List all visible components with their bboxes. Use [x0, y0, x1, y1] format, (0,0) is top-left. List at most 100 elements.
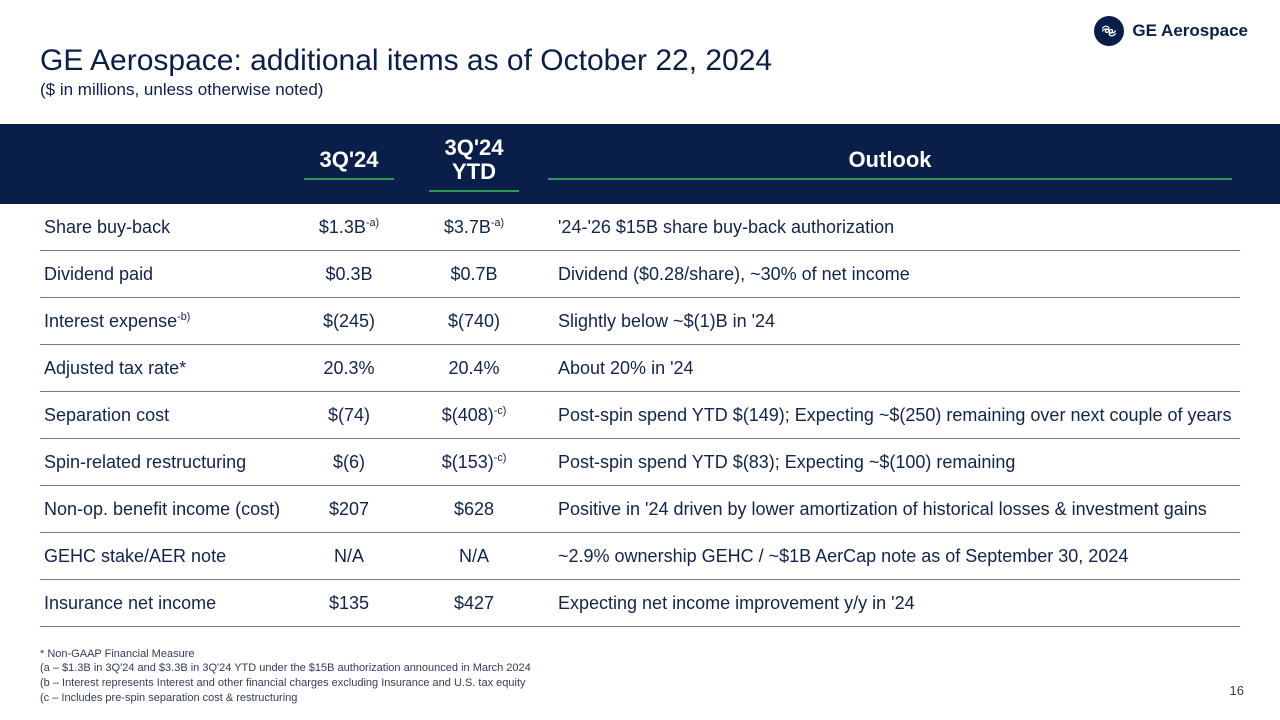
row-label-text: Dividend paid: [44, 264, 153, 284]
row-3q24: $0.3B: [284, 264, 414, 285]
row-3q24-ytd-text: 20.4%: [448, 358, 499, 378]
col-header-3q24-ytd: 3Q'24 YTD: [414, 124, 534, 204]
table-row: Share buy-back$1.3B-a)$3.7B-a)'24-'26 $1…: [40, 204, 1240, 251]
table-row: Interest expense-b) $(245) $(740) Slightly …: [40, 298, 1240, 345]
row-3q24: $207: [284, 499, 414, 520]
header-underline-icon: [548, 178, 1232, 180]
table-row: GEHC stake/AER note N/A N/A ~2.9% ownership…: [40, 533, 1240, 580]
row-3q24-ytd-text: $(153): [442, 452, 494, 472]
row-3q24-ytd-text: $628: [454, 499, 494, 519]
row-3q24-text: $1.3B: [319, 217, 366, 237]
row-3q24-ytd-text: $3.7B: [444, 217, 491, 237]
row-3q24-text: $(74): [328, 405, 370, 425]
row-label-text: Interest expense: [44, 311, 177, 331]
header-underline-icon: [304, 178, 394, 180]
row-3q24-ytd: $(408)-c): [414, 405, 534, 426]
row-3q24-text: 20.3%: [323, 358, 374, 378]
footnote-line: (c – Includes pre-spin separation cost &…: [40, 691, 531, 706]
row-outlook-text: Expecting net income improvement y/y in …: [558, 593, 915, 613]
row-3q24-ytd: $(740): [414, 311, 534, 332]
row-outlook-text: Dividend ($0.28/share), ~30% of net inco…: [558, 264, 910, 284]
row-3q24-ytd: $0.7B: [414, 264, 534, 285]
row-label-text: Non-op. benefit income (cost): [44, 499, 280, 519]
page-subtitle: ($ in millions, unless otherwise noted): [40, 80, 323, 100]
page-number: 16: [1230, 683, 1244, 698]
row-3q24-ytd-text: N/A: [459, 546, 489, 566]
row-label: Share buy-back: [40, 217, 284, 238]
row-label-text: GEHC stake/AER note: [44, 546, 226, 566]
row-outlook-text: ~2.9% ownership GEHC / ~$1B AerCap note …: [558, 546, 1128, 566]
row-3q24-ytd: $(153)-c): [414, 452, 534, 473]
row-3q24-ytd: $3.7B-a): [414, 217, 534, 238]
row-3q24-text: $0.3B: [325, 264, 372, 284]
row-3q24: $(6): [284, 452, 414, 473]
data-table: Share buy-back$1.3B-a)$3.7B-a)'24-'26 $1…: [0, 204, 1280, 627]
footnotes: * Non-GAAP Financial Measure (a – $1.3B …: [40, 647, 531, 706]
table-row: Separation cost $(74) $(408)-c) Post-spin s…: [40, 392, 1240, 439]
row-3q24-ytd: 20.4%: [414, 358, 534, 379]
row-3q24-ytd-text: $(408): [442, 405, 494, 425]
row-label-text: Insurance net income: [44, 593, 216, 613]
table-row: Adjusted tax rate* 20.3% 20.4% About 20% in…: [40, 345, 1240, 392]
row-label: Non-op. benefit income (cost): [40, 499, 284, 520]
row-3q24-ytd: $427: [414, 593, 534, 614]
row-outlook: About 20% in '24: [534, 358, 1240, 379]
table-row: Insurance net income $135 $427 Expecting ne…: [40, 580, 1240, 627]
row-label-text: Adjusted tax rate*: [44, 358, 186, 378]
col-header-outlook: Outlook: [540, 124, 1240, 204]
row-3q24-sup: -a): [366, 217, 379, 229]
row-label-text: Spin-related restructuring: [44, 452, 246, 472]
row-label: Dividend paid: [40, 264, 284, 285]
row-label-text: Share buy-back: [44, 217, 170, 237]
brand-name: GE Aerospace: [1132, 21, 1248, 41]
row-label-text: Separation cost: [44, 405, 169, 425]
row-3q24-ytd-sup: -a): [491, 217, 504, 229]
row-outlook: ~2.9% ownership GEHC / ~$1B AerCap note …: [534, 546, 1240, 567]
row-outlook-text: Post-spin spend YTD $(149); Expecting ~$…: [558, 405, 1232, 425]
row-3q24: 20.3%: [284, 358, 414, 379]
table-header-band: 3Q'24 3Q'24 YTD Outlook: [0, 124, 1280, 204]
row-outlook-text: Post-spin spend YTD $(83); Expecting ~$(…: [558, 452, 1015, 472]
row-label: Adjusted tax rate*: [40, 358, 284, 379]
row-label-sup: -b): [177, 311, 190, 323]
table-row: Spin-related restructuring $(6) $(153)-c) P…: [40, 439, 1240, 486]
row-outlook: Post-spin spend YTD $(83); Expecting ~$(…: [534, 452, 1240, 473]
row-outlook: Expecting net income improvement y/y in …: [534, 593, 1240, 614]
row-label: Separation cost: [40, 405, 284, 426]
ge-monogram-icon: [1094, 16, 1124, 46]
row-3q24-text: $207: [329, 499, 369, 519]
row-3q24: $(245): [284, 311, 414, 332]
row-3q24-text: N/A: [334, 546, 364, 566]
row-3q24-ytd-text: $0.7B: [450, 264, 497, 284]
row-3q24-text: $(245): [323, 311, 375, 331]
row-3q24: $(74): [284, 405, 414, 426]
row-outlook: Dividend ($0.28/share), ~30% of net inco…: [534, 264, 1240, 285]
header-underline-icon: [429, 190, 519, 192]
row-label: Insurance net income: [40, 593, 284, 614]
footnote-line: * Non-GAAP Financial Measure: [40, 647, 531, 662]
col-header-3q24-text: 3Q'24: [319, 148, 378, 172]
row-label: Spin-related restructuring: [40, 452, 284, 473]
footnote-line: (b – Interest represents Interest and ot…: [40, 676, 531, 691]
row-outlook: Positive in '24 driven by lower amortiza…: [534, 499, 1240, 520]
col-header-ytd-line1: 3Q'24: [444, 135, 503, 160]
row-3q24-ytd-text: $427: [454, 593, 494, 613]
table-row: Dividend paid $0.3B $0.7B Dividend ($0.28/s…: [40, 251, 1240, 298]
row-outlook-text: Positive in '24 driven by lower amortiza…: [558, 499, 1207, 519]
row-3q24-ytd: N/A: [414, 546, 534, 567]
table-row: Non-op. benefit income (cost) $207 $628 Pos…: [40, 486, 1240, 533]
row-outlook-text: About 20% in '24: [558, 358, 694, 378]
brand-block: GE Aerospace: [1094, 16, 1248, 46]
row-3q24-text: $135: [329, 593, 369, 613]
row-3q24-text: $(6): [333, 452, 365, 472]
row-outlook: Post-spin spend YTD $(149); Expecting ~$…: [534, 405, 1240, 426]
row-outlook-text: Slightly below ~$(1)B in '24: [558, 311, 775, 331]
row-3q24-ytd-sup: -c): [494, 405, 507, 417]
row-3q24: N/A: [284, 546, 414, 567]
footnote-line: (a – $1.3B in 3Q'24 and $3.3B in 3Q'24 Y…: [40, 661, 531, 676]
row-outlook-text: '24-'26 $15B share buy-back authorizatio…: [558, 217, 894, 237]
slide: GE Aerospace GE Aerospace: additional it…: [0, 0, 1280, 720]
row-outlook: Slightly below ~$(1)B in '24: [534, 311, 1240, 332]
row-3q24-ytd-text: $(740): [448, 311, 500, 331]
row-3q24-ytd: $628: [414, 499, 534, 520]
